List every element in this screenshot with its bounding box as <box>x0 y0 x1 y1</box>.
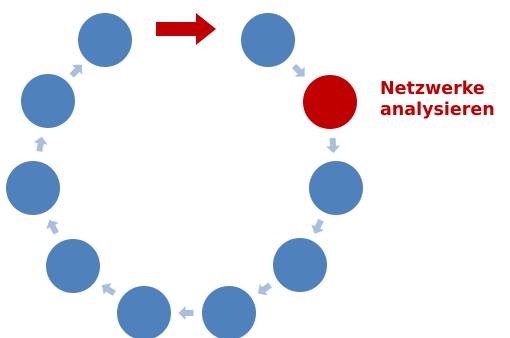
connector-arrow <box>101 283 116 296</box>
connector-arrow <box>291 63 305 77</box>
step-node <box>46 239 100 293</box>
active-step-label: Netzwerke analysieren <box>380 79 495 121</box>
connector-arrow <box>178 306 194 320</box>
step-node <box>241 13 295 67</box>
connector-arrow <box>326 137 341 153</box>
connector-arrow <box>257 282 272 296</box>
step-node <box>273 238 327 292</box>
connector-arrow <box>311 218 324 234</box>
step-node <box>21 74 75 128</box>
step-node <box>309 161 363 215</box>
active-step-label-line1: Netzwerke <box>380 79 485 99</box>
connector-arrow <box>46 219 59 235</box>
active-step-node <box>303 75 357 129</box>
step-node <box>6 161 60 215</box>
step-node <box>117 286 171 338</box>
step-node <box>78 13 132 67</box>
active-step-label-line2: analysieren <box>380 100 495 120</box>
connector-arrow <box>69 64 83 78</box>
connector-arrow <box>33 136 48 152</box>
highlight-arrow <box>156 13 216 45</box>
step-node <box>202 286 256 338</box>
